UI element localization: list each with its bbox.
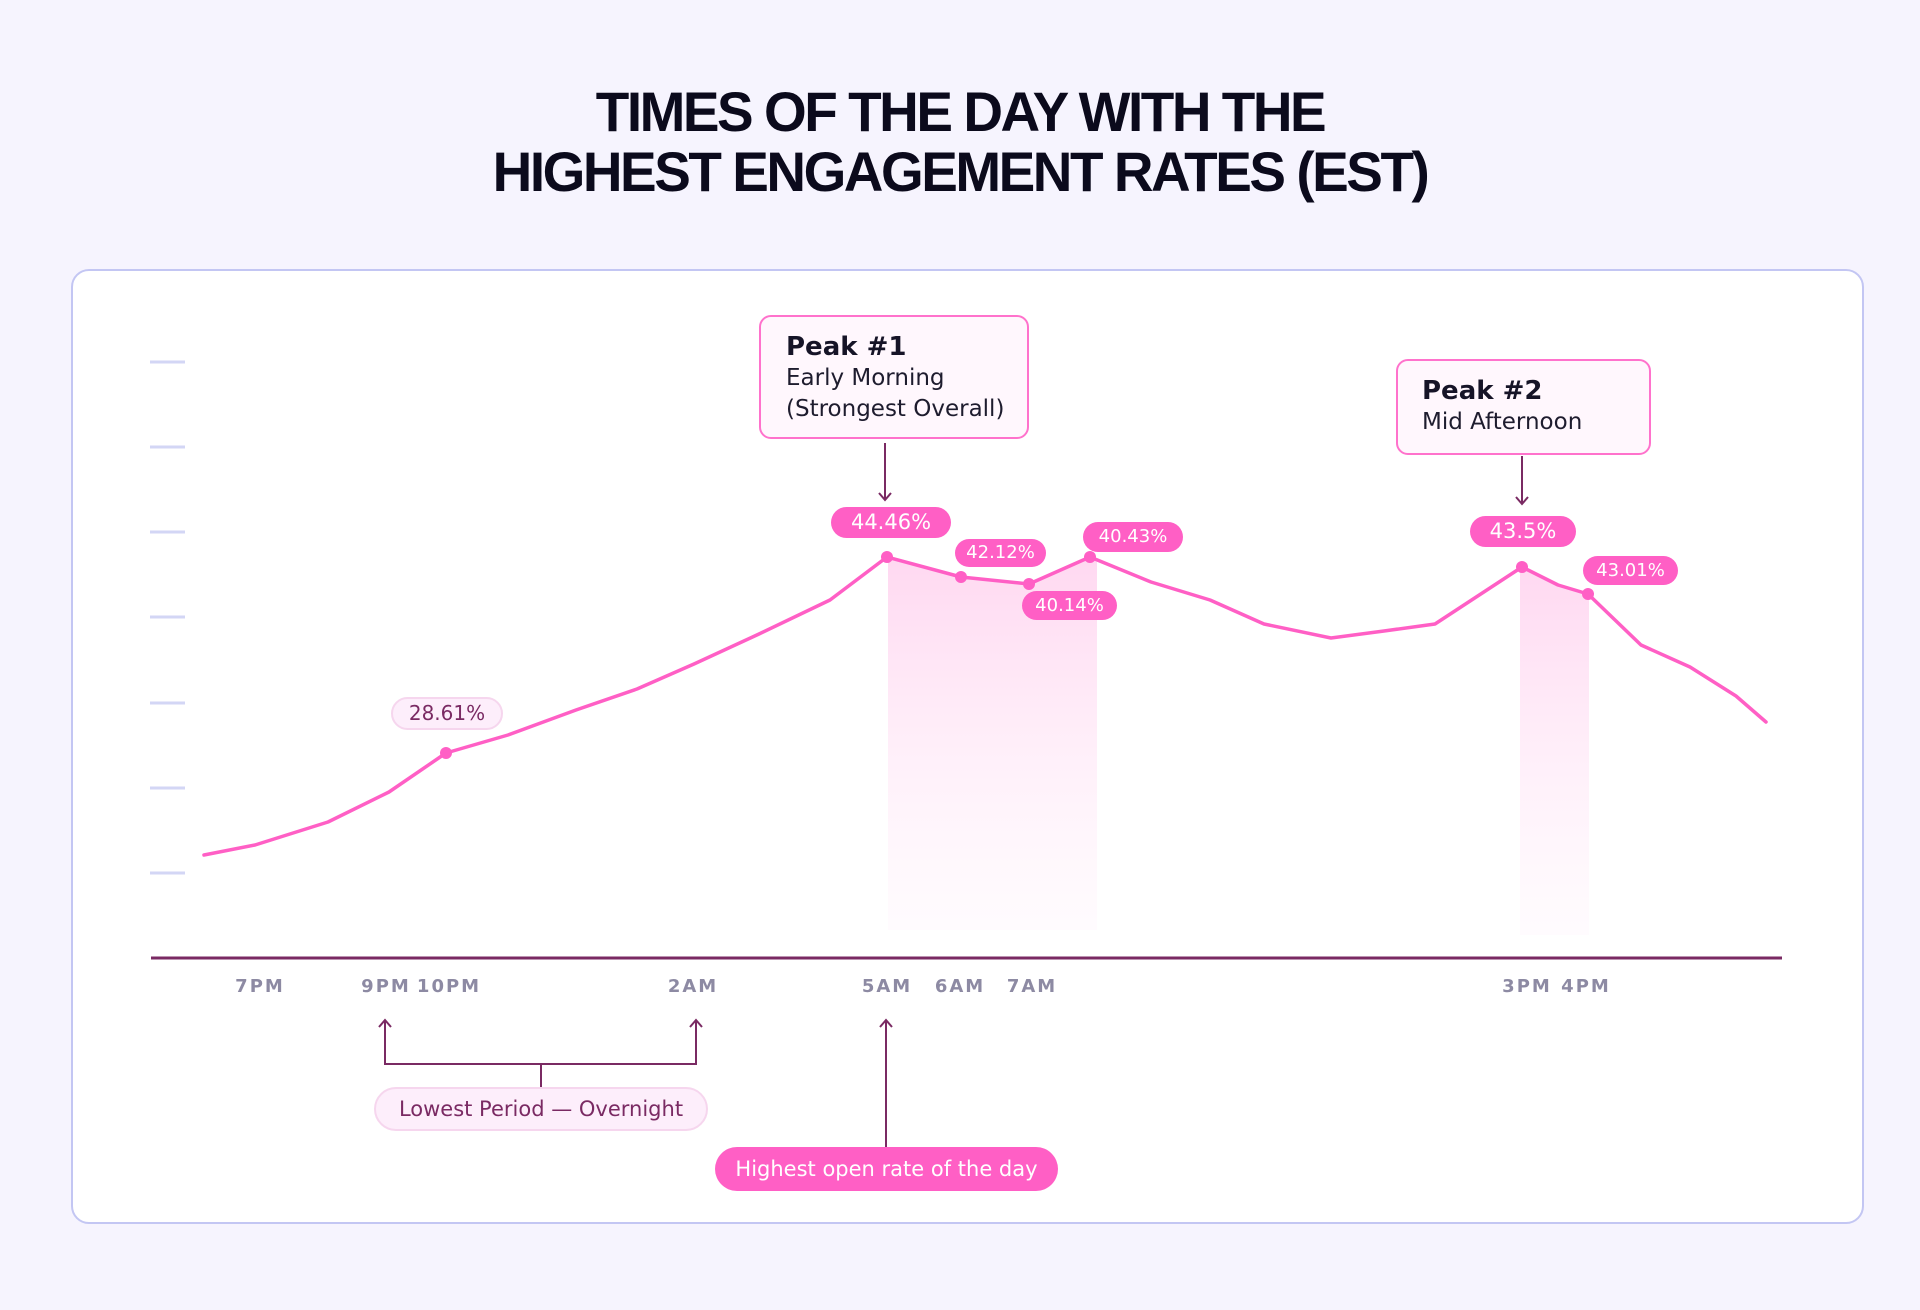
x-label: 7PM <box>235 976 285 997</box>
data-point <box>1084 551 1096 563</box>
data-point <box>1023 578 1035 590</box>
x-label: 6AM <box>934 976 986 997</box>
peak1-highlight-area <box>888 557 1097 930</box>
data-point <box>1582 588 1594 600</box>
arrow-up-icon <box>689 1018 703 1028</box>
peak1-title: Peak #1 <box>786 332 907 362</box>
highest-rate-annotation: Highest open rate of the day <box>715 1147 1058 1191</box>
peak1-line-1: Early Morning <box>786 365 945 391</box>
engagement-line <box>202 555 1768 857</box>
peak2-title: Peak #2 <box>1422 376 1543 406</box>
data-point <box>1516 561 1528 573</box>
arrow-up-icon <box>378 1018 392 1028</box>
data-label-44-46: 44.46% <box>831 507 951 538</box>
data-label-43-01: 43.01% <box>1583 556 1678 585</box>
data-point <box>955 571 967 583</box>
x-label: 5AM <box>861 976 913 997</box>
arrow-up-icon <box>879 1018 893 1028</box>
data-label-40-14: 40.14% <box>1022 591 1117 620</box>
peak1-line-2: (Strongest Overall) <box>786 396 1005 422</box>
arrow-down-icon <box>1515 496 1529 506</box>
lowest-period-annotation: Lowest Period — Overnight <box>374 1087 708 1131</box>
x-label: 4PM <box>1561 976 1611 997</box>
x-label: 9PM <box>361 976 411 997</box>
data-point-markers <box>440 551 1594 759</box>
data-label-28-61: 28.61% <box>391 697 503 730</box>
data-point <box>440 747 452 759</box>
chart-title-line-2: HIGHEST ENGAGEMENT RATES (EST) <box>492 140 1430 203</box>
x-label: 10PM <box>416 976 482 997</box>
x-label: 7AM <box>1006 976 1058 997</box>
peak2-callout: Peak #2 Mid Afternoon <box>1396 359 1651 455</box>
peak2-line-1: Mid Afternoon <box>1422 409 1583 435</box>
y-axis-ticks <box>150 360 185 875</box>
peak1-callout: Peak #1 Early Morning (Strongest Overall… <box>759 315 1029 439</box>
data-label-43-5: 43.5% <box>1470 516 1576 547</box>
arrow-down-icon <box>878 492 892 502</box>
chart-title: TIMES OF THE DAY WITH THE HIGHEST ENGAGE… <box>19 82 1901 202</box>
chart-title-line-1: TIMES OF THE DAY WITH THE <box>595 80 1327 143</box>
data-point <box>881 551 893 563</box>
peak2-highlight-area <box>1520 567 1589 935</box>
lowest-period-bracket <box>378 1018 703 1087</box>
data-label-40-43: 40.43% <box>1083 522 1183 552</box>
highest-rate-arrow <box>879 1018 893 1147</box>
x-label: 2AM <box>667 976 719 997</box>
x-label: 3PM <box>1502 976 1552 997</box>
data-label-42-12: 42.12% <box>955 539 1046 567</box>
